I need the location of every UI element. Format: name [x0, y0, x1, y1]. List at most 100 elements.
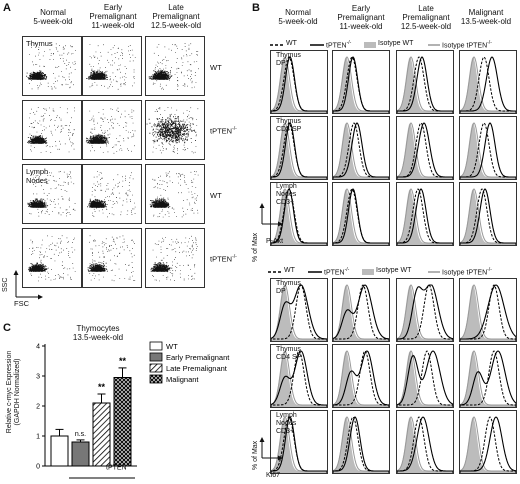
ki67-hist-r2-c4	[459, 344, 517, 408]
legend-isotype-tpten-label: Isotype tPTEN-/-	[442, 40, 492, 50]
isotype-wt-fill	[397, 417, 453, 473]
panel-b-label: B	[252, 2, 260, 14]
legend-wt-label: WT	[286, 40, 297, 47]
tpten-curve	[333, 416, 389, 473]
wt-curve	[460, 416, 516, 473]
bar-4	[113, 377, 132, 467]
bar-3	[92, 402, 111, 467]
fsc-axis-label: FSC	[14, 299, 29, 308]
panel-b-col-header-normal: Normal 5-week-old	[278, 8, 318, 26]
p-akt-hist-r2-c3	[396, 116, 454, 180]
tpten-curve	[271, 416, 327, 473]
legend-tpten-label: tPTEN-/-	[326, 40, 352, 50]
scatter-points	[85, 107, 136, 154]
tpten-curve	[397, 284, 453, 341]
ki67-hist-r2-c3	[396, 344, 454, 408]
tpten-curve	[460, 284, 516, 341]
isotype-wt-fill	[333, 57, 389, 113]
legend-b-isotype-tpten-swatch	[428, 271, 440, 273]
legend-label-1: WT	[166, 342, 178, 351]
legend-isotype-wt-label: Isotype WT	[378, 40, 414, 47]
scatter-thymus-tpten-early	[82, 100, 142, 160]
significance-label: n.s.	[75, 431, 86, 438]
tpten-curve	[333, 350, 389, 407]
tpten-curve	[333, 122, 389, 179]
scatter-points	[86, 44, 136, 90]
y-axis-label-b-top: % of Max	[252, 232, 259, 262]
scatter-dots	[148, 43, 199, 90]
tissue-label-thymus: Thymus	[26, 39, 53, 48]
legend-wt-swatch	[270, 44, 284, 46]
scatter-thymus-wt-normal	[22, 36, 82, 96]
isotype-wt-fill	[460, 57, 516, 113]
scatter-points	[28, 235, 76, 282]
legend-label-4: Malignant	[166, 375, 199, 384]
tpten-curve	[460, 188, 516, 245]
p-akt-hist-r1-c4	[459, 50, 517, 114]
tpten-curve	[397, 416, 453, 473]
hist-top-row3-label: Lymph Nodes CD3+	[276, 183, 297, 206]
scatter-lymph-wt-early	[82, 164, 142, 224]
isotype-wt-fill	[271, 285, 327, 341]
bar-2	[71, 441, 90, 467]
legend-swatch-4	[149, 374, 163, 384]
wt-curve	[460, 284, 516, 341]
scatter-thymus-tpten-normal	[22, 100, 82, 160]
isotype-wt-fill	[460, 351, 516, 407]
tpten-curve	[271, 56, 327, 113]
legend-label-3: Late Premalignant	[166, 364, 228, 373]
legend-tpten-swatch	[310, 44, 324, 46]
isotype-wt-fill	[271, 57, 327, 113]
legend-swatch-1	[149, 341, 163, 351]
isotype-tpten-curve	[460, 350, 516, 407]
isotype-tpten-curve	[460, 284, 516, 341]
legend-swatch-2	[149, 352, 163, 362]
legend-b-tpten-label: tPTEN-/-	[324, 267, 350, 277]
tpten-curve	[397, 350, 453, 407]
tpten-curve	[397, 122, 453, 179]
panel-a-col-header-late: Late Premalignant 12.5-week-old	[150, 3, 202, 30]
legend-b-isotype-wt-label: Isotype WT	[376, 267, 412, 274]
isotype-wt-fill	[397, 351, 453, 407]
scatter-points	[146, 107, 199, 154]
ki67-hist-r1-c1	[270, 278, 328, 342]
isotype-wt-fill	[333, 417, 389, 473]
isotype-wt-fill	[460, 189, 516, 245]
row-label-wt-2: WT	[210, 191, 222, 200]
legend-b-tpten-swatch	[308, 271, 322, 273]
ki67-hist-r3-c2	[332, 410, 390, 474]
y-tick-label: 2	[36, 404, 40, 411]
scatter-dots	[150, 235, 198, 282]
isotype-wt-fill	[397, 123, 453, 179]
hist-top-row1-label: Thymus DP	[276, 52, 301, 67]
tpten-curve	[271, 188, 327, 245]
tpten-curve	[271, 284, 327, 341]
ki67-hist-r3-c1	[270, 410, 328, 474]
wt-curve	[460, 350, 516, 407]
ki67-hist-r2-c2	[332, 344, 390, 408]
histogram-legend-bottom: WT tPTEN-/- Isotype WT Isotype tPTEN-/-	[268, 267, 518, 277]
row-label-wt-1: WT	[210, 63, 222, 72]
isotype-wt-fill	[460, 123, 516, 179]
row-label-tpten-2: tPTEN-/-	[210, 254, 237, 264]
legend-isotype-tpten-swatch	[428, 44, 440, 46]
scatter-points	[27, 107, 75, 153]
scatter-dots	[87, 235, 136, 282]
row-label-tpten-1: tPTEN-/-	[210, 126, 237, 136]
legend-label-2: Early Premalignant	[166, 353, 230, 362]
tpten-curve	[397, 188, 453, 245]
scatter-dots	[149, 171, 199, 218]
isotype-wt-fill	[271, 123, 327, 179]
panel-a-label: A	[3, 2, 11, 14]
panel-c-title: Thymocytes 13.5-week-old	[72, 324, 124, 342]
isotype-wt-fill	[333, 189, 389, 245]
scatter-points	[87, 171, 136, 218]
p-akt-hist-r2-c2	[332, 116, 390, 180]
tpten-curve	[460, 122, 516, 179]
scatter-points	[87, 235, 136, 282]
scatter-lymph-wt-late	[145, 164, 205, 224]
hist-top-row2-label: Thymus CD4 SP	[276, 118, 302, 133]
isotype-wt-fill	[397, 57, 453, 113]
wt-curve	[271, 350, 327, 407]
isotype-wt-fill	[460, 417, 516, 473]
